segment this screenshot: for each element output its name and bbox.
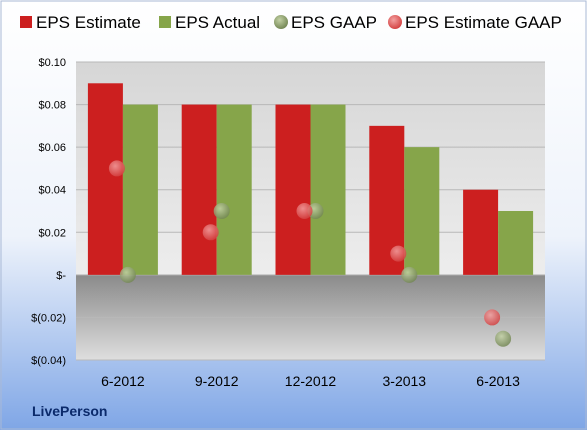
legend-swatch — [388, 15, 402, 29]
y-tick-label: $(0.04) — [31, 355, 66, 367]
plot-area — [76, 61, 545, 361]
point-eps-gaap — [213, 203, 230, 219]
y-tick-label: $0.06 — [38, 142, 66, 154]
y-tick-label: $0.04 — [38, 185, 66, 197]
bar-eps-actual — [404, 147, 440, 275]
point-eps-estimate-gaap — [202, 224, 219, 241]
y-axis: $0.10 $0.08 $0.06 $0.04 $0.02 $- $(0.02) $(0.04… — [31, 57, 66, 367]
bar-eps-actual — [498, 211, 534, 275]
point-eps-estimate-gaap — [296, 203, 313, 219]
bar-eps-estimate — [87, 83, 123, 275]
legend-label: EPS Estimate GAAP — [405, 13, 562, 32]
y-tick-label: $(0.02) — [31, 312, 66, 324]
bar-eps-estimate — [463, 189, 499, 275]
point-eps-gaap — [307, 203, 324, 219]
y-tick-label: $- — [56, 270, 66, 282]
legend: EPS Estimate EPS Actual EPS GAAP EPS Estima… — [20, 13, 562, 32]
brand-label: LivePerson — [32, 403, 107, 419]
point-eps-estimate-gaap — [484, 309, 501, 326]
point-eps-estimate-gaap — [108, 160, 125, 177]
x-axis: 6-2012 9-2012 12-2012 3-2013 6-2013 — [101, 373, 520, 389]
legend-swatch — [274, 15, 288, 29]
x-category-label: 6-2013 — [476, 373, 520, 389]
legend-label: EPS Estimate — [36, 13, 141, 32]
x-category-label: 3-2013 — [383, 373, 427, 389]
x-category-label: 6-2012 — [101, 373, 145, 389]
point-eps-gaap — [495, 330, 512, 347]
bar-eps-estimate — [181, 104, 217, 275]
x-category-label: 9-2012 — [195, 373, 239, 389]
legend-swatch — [20, 16, 32, 28]
bar-eps-actual — [310, 104, 346, 275]
legend-label: EPS GAAP — [291, 13, 377, 32]
bar-eps-actual — [216, 104, 252, 275]
x-category-label: 12-2012 — [285, 373, 337, 389]
bar-eps-estimate — [275, 104, 311, 275]
bar-eps-actual — [122, 104, 158, 275]
y-tick-label: $0.08 — [38, 100, 66, 112]
y-tick-label: $0.10 — [38, 57, 66, 69]
point-eps-gaap — [401, 266, 418, 283]
legend-label: EPS Actual — [175, 13, 260, 32]
y-tick-label: $0.02 — [38, 227, 66, 239]
legend-swatch — [159, 16, 171, 28]
point-eps-estimate-gaap — [390, 245, 407, 262]
point-eps-gaap — [119, 266, 136, 283]
